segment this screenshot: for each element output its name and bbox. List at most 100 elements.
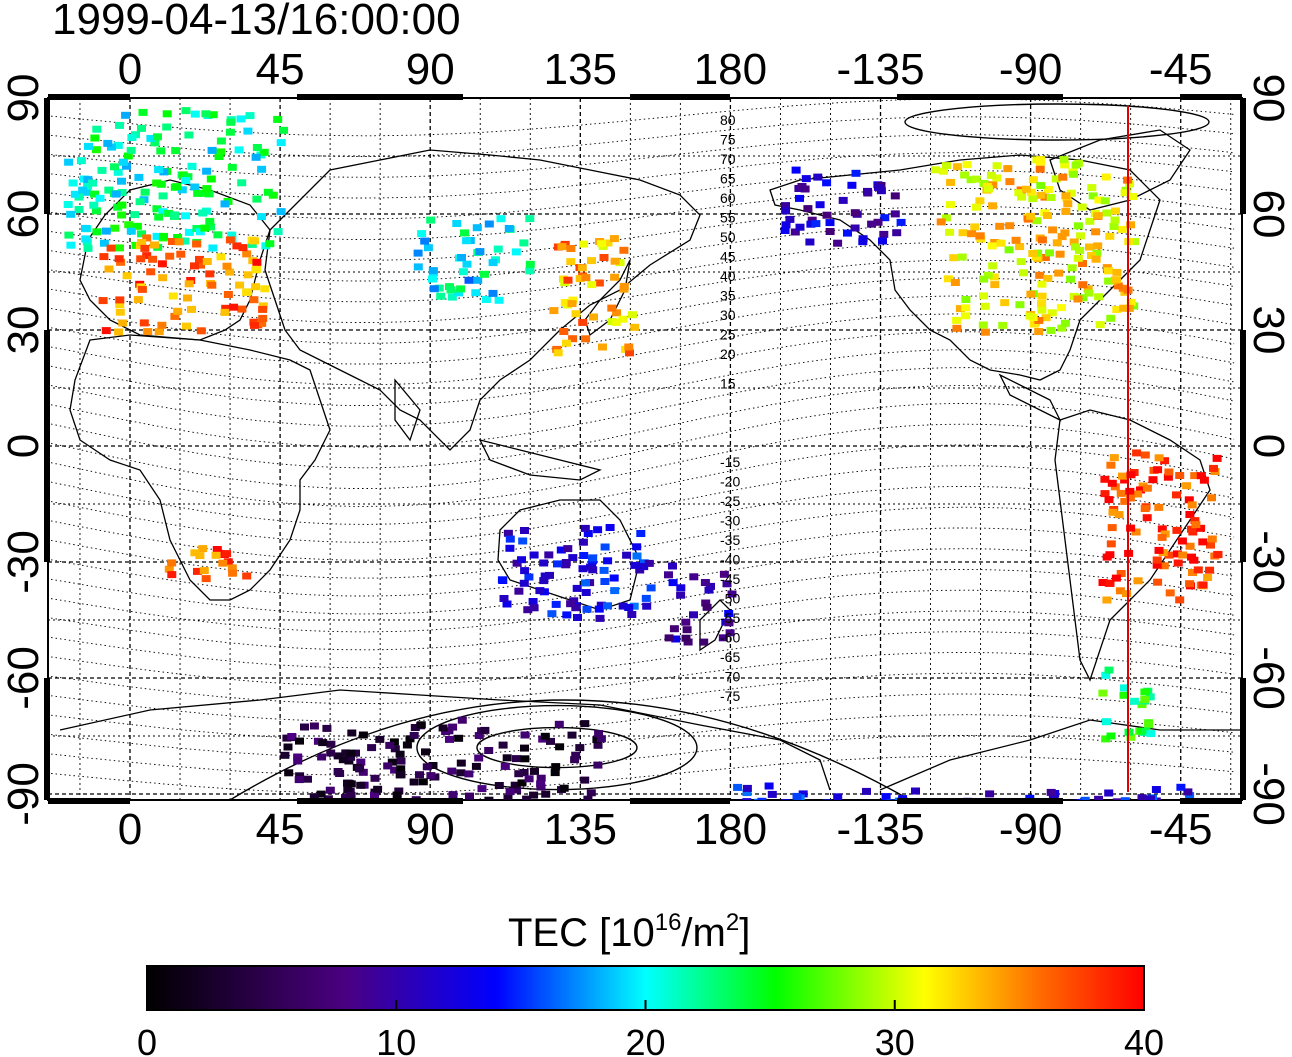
tec-cell xyxy=(222,262,232,270)
tec-cell xyxy=(390,745,400,753)
tec-cell xyxy=(1069,170,1078,178)
tec-cell xyxy=(519,239,529,247)
tec-cell xyxy=(481,296,491,303)
tec-cell xyxy=(1025,312,1035,320)
tec-cell xyxy=(173,307,183,315)
tec-cell xyxy=(559,328,569,335)
tec-cell xyxy=(1153,578,1163,586)
tec-cell xyxy=(1055,250,1065,258)
tec-cell xyxy=(152,179,162,187)
tec-cell xyxy=(1140,505,1150,512)
tec-cell xyxy=(580,776,590,784)
tec-cell xyxy=(325,786,335,794)
tec-cell xyxy=(988,202,998,210)
tec-cell xyxy=(173,234,183,241)
maglat-label: 60 xyxy=(720,190,736,206)
tec-cell xyxy=(1187,501,1197,509)
tec-cell xyxy=(850,209,860,217)
tec-cell xyxy=(562,339,571,347)
tec-cell xyxy=(164,209,174,217)
tec-cell xyxy=(472,224,482,232)
tec-cell xyxy=(724,610,734,617)
tec-cell xyxy=(385,741,395,749)
tec-cell xyxy=(1054,269,1064,277)
magnetic-latitude-curve xyxy=(48,652,1235,704)
tec-cell xyxy=(545,571,554,579)
tec-cell xyxy=(138,108,148,116)
tec-cell xyxy=(1164,468,1174,476)
tec-cell xyxy=(517,779,527,787)
tec-cell xyxy=(201,110,211,118)
tec-cell xyxy=(936,218,946,226)
tec-cell xyxy=(847,181,857,189)
tec-cell xyxy=(195,228,205,236)
tec-cell xyxy=(214,153,224,160)
tec-cell xyxy=(742,798,752,800)
tec-cell xyxy=(84,142,93,150)
tec-cell xyxy=(150,139,160,147)
tec-cell xyxy=(593,526,603,534)
tec-cell xyxy=(582,605,592,613)
tec-cell xyxy=(454,289,464,297)
tec-cell xyxy=(317,753,327,761)
tec-cell xyxy=(1118,472,1127,480)
tec-cell xyxy=(232,242,242,250)
tec-cell xyxy=(1120,189,1130,197)
tec-cell xyxy=(1142,514,1152,522)
tec-cell xyxy=(718,634,728,642)
tec-cell xyxy=(742,789,752,797)
maglat-label: -60 xyxy=(720,630,740,646)
tec-cell xyxy=(220,308,230,316)
tec-cell xyxy=(137,124,146,132)
left-lat-label: 60 xyxy=(0,190,48,239)
tec-cell xyxy=(421,748,430,756)
tec-cell xyxy=(206,223,216,231)
tec-cell xyxy=(1109,454,1119,462)
tec-cell xyxy=(523,606,533,614)
tec-cell xyxy=(122,162,131,170)
tec-cell xyxy=(520,744,529,752)
tec-cell xyxy=(1040,254,1050,261)
tec-cell xyxy=(139,319,149,327)
tec-cell xyxy=(1125,180,1135,188)
tec-cell xyxy=(961,296,971,303)
tec-cell xyxy=(961,304,971,312)
tec-cell xyxy=(1047,309,1057,317)
tec-cell xyxy=(1100,197,1110,205)
tec-cell xyxy=(862,787,871,795)
left-lat-label: -60 xyxy=(0,646,48,710)
tec-cell xyxy=(970,223,980,231)
tec-cell xyxy=(1122,590,1131,598)
tec-cell xyxy=(1146,795,1156,800)
magnetic-latitude-curve xyxy=(48,631,1235,687)
tec-cell xyxy=(1102,209,1112,217)
tec-cell xyxy=(540,732,550,740)
tec-cell xyxy=(699,638,709,646)
tec-cell xyxy=(962,161,972,169)
tec-cell xyxy=(1037,280,1047,288)
tec-cell xyxy=(184,131,194,139)
magnetic-latitude-curve xyxy=(48,241,1235,303)
tec-cell xyxy=(457,716,467,724)
tec-cell xyxy=(986,171,996,179)
tec-cell xyxy=(600,543,610,551)
tec-cell xyxy=(438,724,448,732)
frame-bar xyxy=(44,678,50,800)
tec-cell xyxy=(196,327,206,335)
tec-cell xyxy=(1034,328,1044,335)
tec-cell xyxy=(742,784,752,792)
tec-cell xyxy=(1198,581,1208,589)
tec-cell xyxy=(457,254,466,261)
tec-cell xyxy=(1095,321,1105,329)
tec-cell xyxy=(456,285,466,293)
tec-cell xyxy=(1021,185,1031,193)
tec-cell xyxy=(1094,293,1104,301)
tec-cell xyxy=(68,179,78,187)
tec-cell xyxy=(1106,461,1116,469)
tec-cell xyxy=(456,769,466,777)
tec-cell xyxy=(221,304,231,312)
tec-cell xyxy=(975,197,985,205)
tec-cell xyxy=(436,292,446,300)
tec-cell xyxy=(502,600,512,608)
tec-cell xyxy=(1193,566,1203,574)
